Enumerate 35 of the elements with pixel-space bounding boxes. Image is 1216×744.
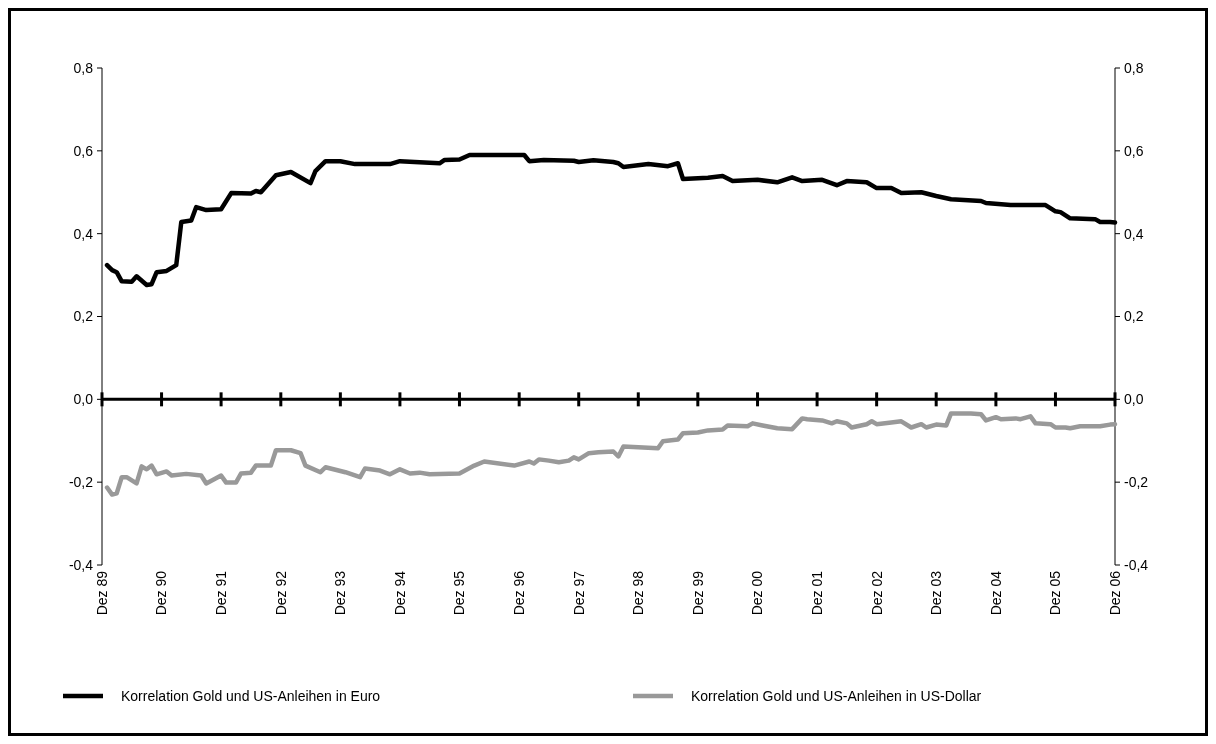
y2-tick-label: 0,2	[1124, 308, 1144, 325]
x-tick-label: Dez 99	[689, 570, 706, 616]
y2-tick-label: 0,4	[1124, 225, 1144, 242]
y-tick-label: 0,8	[73, 59, 94, 76]
x-tick-label: Dez 01	[808, 570, 825, 616]
x-tick-label: Dez 92	[272, 570, 289, 616]
x-tick-label: Dez 03	[928, 570, 945, 616]
line-series	[104, 411, 1118, 497]
x-tick-label: Dez 98	[630, 570, 647, 616]
x-tick-label: Dez 93	[332, 570, 349, 616]
x-tick-label: Dez 05	[1047, 570, 1064, 616]
legend-label: Korrelation Gold und US-Anleihen in US-Dollar	[691, 687, 982, 704]
y-tick-label: -0,4	[68, 556, 94, 573]
y2-tick-label: 0,0	[1124, 391, 1144, 408]
y2-tick-label: -0,2	[1124, 474, 1149, 491]
y2-tick-label: 0,6	[1124, 142, 1144, 159]
x-tick-label: Dez 00	[749, 570, 766, 616]
x-tick-label: Dez 04	[987, 570, 1004, 616]
x-tick-label: Dez 95	[451, 570, 468, 616]
x-tick-label: Dez 90	[153, 570, 170, 616]
y-tick-label: 0,4	[73, 225, 94, 242]
legend-label: Korrelation Gold und US-Anleihen in Euro	[121, 687, 381, 704]
x-tick-label: Dez 89	[93, 570, 110, 616]
y-tick-label: 0,2	[73, 308, 94, 325]
y2-tick-label: 0,8	[1124, 59, 1144, 76]
y-tick-label: 0,6	[73, 142, 94, 159]
x-tick-label: Dez 96	[511, 570, 528, 616]
y2-tick-label: -0,4	[1124, 556, 1149, 573]
x-tick-label: Dez 91	[213, 570, 229, 616]
y-tick-label: 0,0	[73, 391, 94, 408]
x-tick-label: Dez 97	[570, 570, 587, 616]
y-tick-label: -0,2	[68, 474, 94, 491]
x-tick-label: Dez 94	[391, 570, 408, 616]
x-tick-label: Dez 06	[1106, 570, 1123, 616]
x-tick-label: Dez 02	[868, 570, 885, 616]
